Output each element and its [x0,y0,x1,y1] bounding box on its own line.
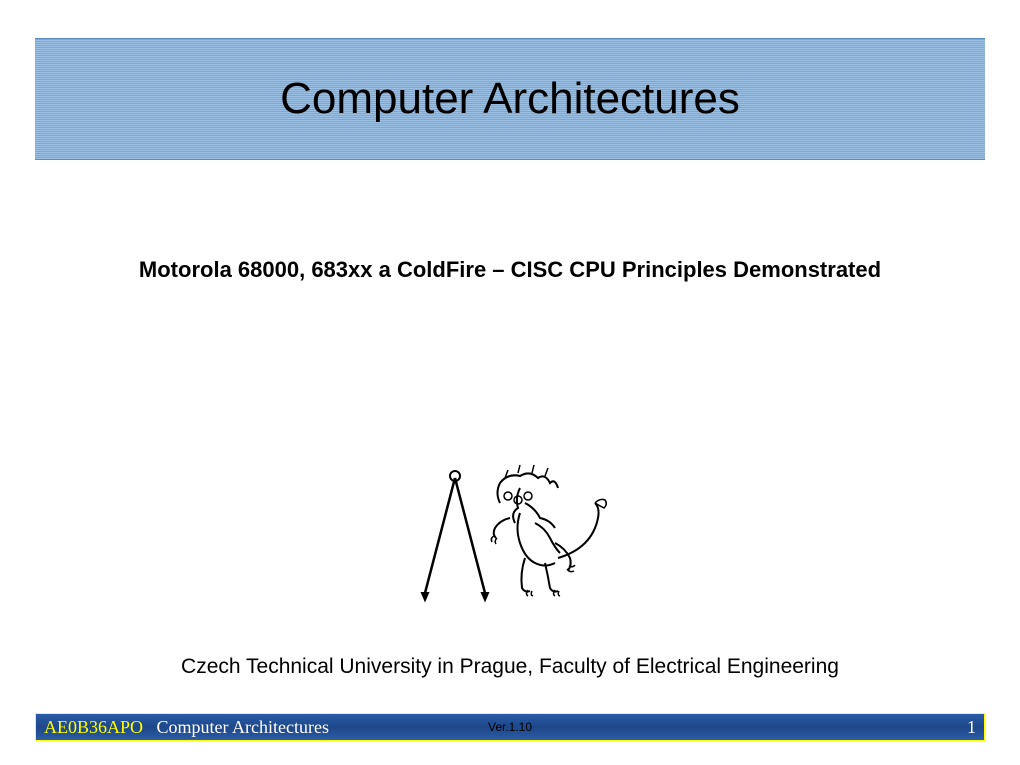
footer-bar: AE0B36APO Computer Architectures Ver.1.1… [35,713,985,741]
footer-course: AE0B36APO Computer Architectures [44,717,329,738]
subtitle: Motorola 68000, 683xx a ColdFire – CISC … [0,257,1020,283]
title-text: Computer Architectures [280,74,740,124]
footer-version: Ver.1.10 [488,720,532,734]
ctu-lion-emblem-icon [400,448,620,613]
footer-course-code: AE0B36APO [44,717,143,737]
footer-page-number: 1 [967,717,976,738]
logo-container [0,448,1020,613]
title-banner: Computer Architectures [35,38,985,160]
footer-course-title: Computer Architectures [157,717,329,737]
university-text: Czech Technical University in Prague, Fa… [0,655,1020,679]
